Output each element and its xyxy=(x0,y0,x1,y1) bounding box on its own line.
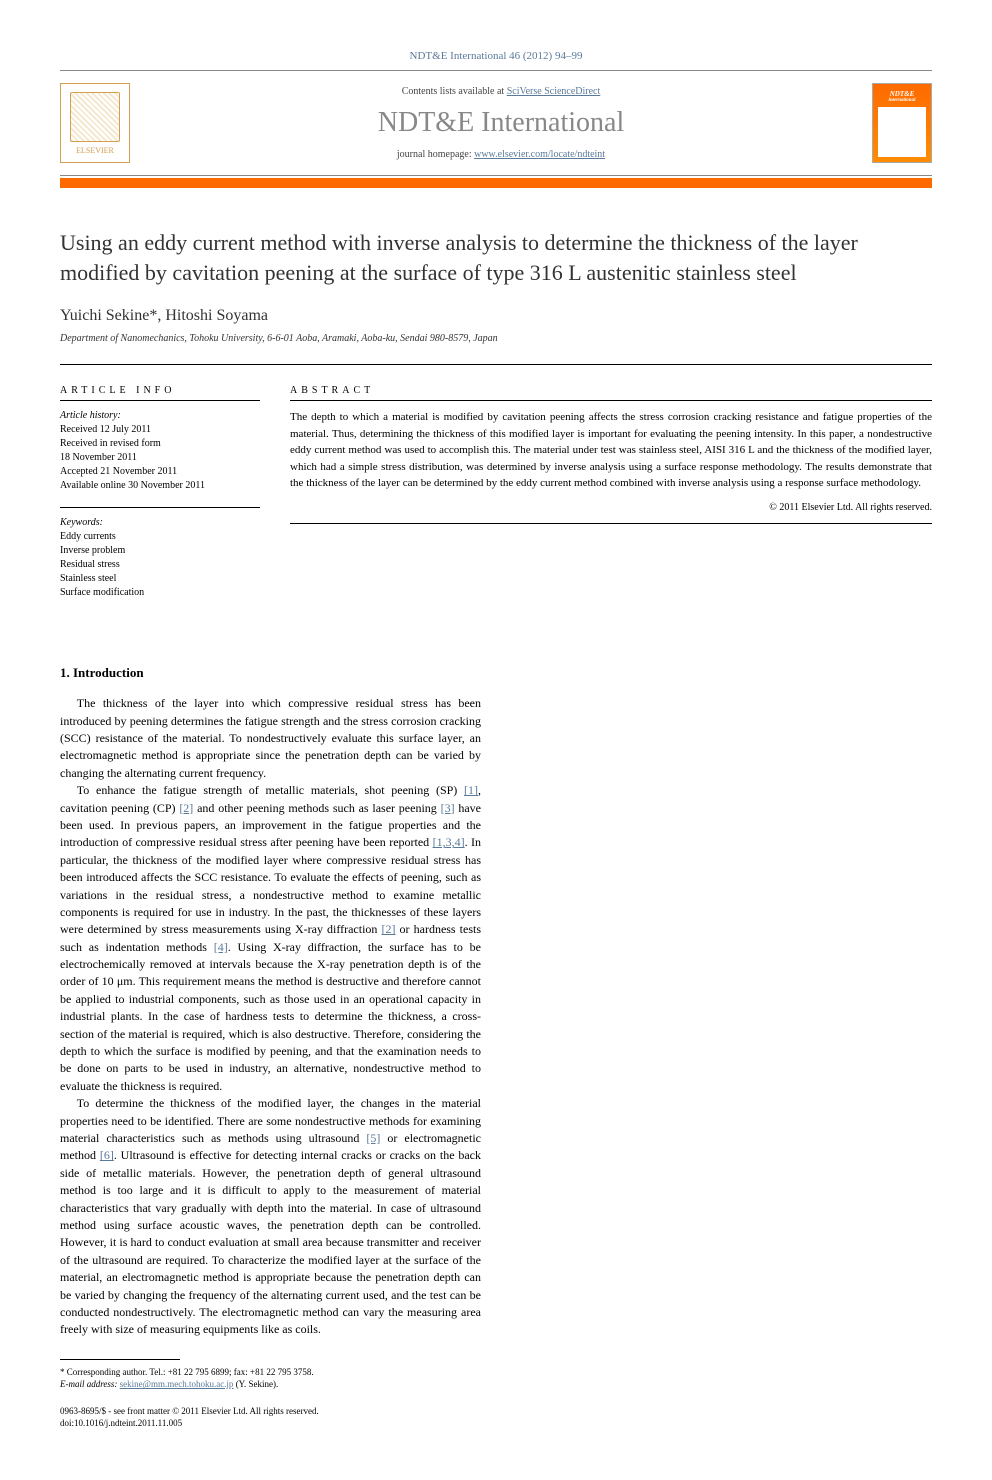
section-heading: 1. Introduction xyxy=(60,664,481,683)
citation-link[interactable]: [2] xyxy=(179,801,193,815)
body-text: 1. Introduction The thickness of the lay… xyxy=(60,664,932,1338)
affiliation: Department of Nanomechanics, Tohoku Univ… xyxy=(60,333,932,344)
footnotes: * Corresponding author. Tel.: +81 22 795… xyxy=(60,1366,932,1391)
history-label: Article history: xyxy=(60,409,260,423)
homepage-link[interactable]: www.elsevier.com/locate/ndteint xyxy=(474,149,605,160)
abstract-col: ABSTRACT The depth to which a material i… xyxy=(290,385,932,614)
corresponding-author-note: * Corresponding author. Tel.: +81 22 795… xyxy=(60,1366,932,1379)
email-line: E-mail address: sekine@mm.mech.tohoku.ac… xyxy=(60,1378,932,1391)
text-run: The thickness of the layer into which co… xyxy=(60,696,481,780)
abstract-heading: ABSTRACT xyxy=(290,385,932,396)
citation-link[interactable]: [6] xyxy=(100,1148,114,1162)
text-run: . Ultrasound is effective for detecting … xyxy=(60,1148,481,1336)
citation-link[interactable]: [2] xyxy=(382,922,396,936)
citation-link[interactable]: [4] xyxy=(214,940,228,954)
citation-link[interactable]: [1] xyxy=(464,783,478,797)
abstract-text: The depth to which a material is modifie… xyxy=(290,409,932,492)
paragraph: To enhance the fatigue strength of metal… xyxy=(60,782,481,1095)
journal-cover-thumb: NDT&E international xyxy=(872,83,932,163)
info-rule xyxy=(60,400,260,401)
cover-subtitle: international xyxy=(889,98,916,103)
masthead-center: Contents lists available at SciVerse Sci… xyxy=(150,86,852,160)
citation-header: NDT&E International 46 (2012) 94–99 xyxy=(60,50,932,62)
orange-accent-bar xyxy=(60,178,932,188)
authors: Yuichi Sekine*, Hitoshi Soyama xyxy=(60,307,932,325)
author-email-link[interactable]: sekine@mm.mech.tohoku.ac.jp xyxy=(120,1379,234,1389)
history-block: Article history: Received 12 July 2011 R… xyxy=(60,409,260,493)
abstract-rule xyxy=(290,400,932,401)
keywords-label: Keywords: xyxy=(60,516,260,530)
issn-line: 0963-8695/$ - see front matter © 2011 El… xyxy=(60,1405,932,1418)
cover-inner xyxy=(878,107,926,157)
keywords-block: Keywords: Eddy currents Inverse problem … xyxy=(60,516,260,600)
keyword: Residual stress xyxy=(60,558,260,572)
footnote-rule xyxy=(60,1359,180,1360)
journal-name: NDT&E International xyxy=(150,107,852,139)
revised-label: Received in revised form xyxy=(60,437,260,451)
email-label: E-mail address: xyxy=(60,1379,120,1389)
meta-abstract-row: ARTICLE INFO Article history: Received 1… xyxy=(60,385,932,614)
received-date: Received 12 July 2011 xyxy=(60,423,260,437)
online-date: Available online 30 November 2011 xyxy=(60,479,260,493)
info-heading: ARTICLE INFO xyxy=(60,385,260,396)
scidirect-link[interactable]: SciVerse ScienceDirect xyxy=(507,86,601,97)
text-run: This requirement means the method is des… xyxy=(60,974,481,1092)
revised-date: 18 November 2011 xyxy=(60,451,260,465)
footer-meta: 0963-8695/$ - see front matter © 2011 El… xyxy=(60,1405,932,1430)
publisher-logo: ELSEVIER xyxy=(60,83,130,163)
article-info-col: ARTICLE INFO Article history: Received 1… xyxy=(60,385,260,614)
elsevier-tree-icon xyxy=(70,92,120,142)
keyword: Stainless steel xyxy=(60,572,260,586)
keyword: Eddy currents xyxy=(60,530,260,544)
keyword: Surface modification xyxy=(60,586,260,600)
accepted-date: Accepted 21 November 2011 xyxy=(60,465,260,479)
homepage-line: journal homepage: www.elsevier.com/locat… xyxy=(150,149,852,160)
citation-link[interactable]: [1,3,4] xyxy=(433,835,465,849)
keyword: Inverse problem xyxy=(60,544,260,558)
homepage-prefix: journal homepage: xyxy=(397,149,474,160)
doi-line: doi:10.1016/j.ndteint.2011.11.005 xyxy=(60,1417,932,1430)
paragraph: To determine the thickness of the modifi… xyxy=(60,1095,481,1338)
masthead: ELSEVIER Contents lists available at Sci… xyxy=(60,70,932,176)
email-suffix: (Y. Sekine). xyxy=(233,1379,278,1389)
abstract-copyright: © 2011 Elsevier Ltd. All rights reserved… xyxy=(290,502,932,513)
text-run: To enhance the fatigue strength of metal… xyxy=(77,783,464,797)
text-run: and other peening methods such as laser … xyxy=(193,801,440,815)
citation-link[interactable]: [3] xyxy=(441,801,455,815)
citation-link[interactable]: [5] xyxy=(366,1131,380,1145)
contents-line: Contents lists available at SciVerse Sci… xyxy=(150,86,852,97)
author-rule xyxy=(60,364,932,365)
abstract-bottom-rule xyxy=(290,523,932,524)
contents-prefix: Contents lists available at xyxy=(402,86,507,97)
cover-title: NDT&E xyxy=(890,90,915,98)
publisher-name: ELSEVIER xyxy=(76,146,114,155)
article-title: Using an eddy current method with invers… xyxy=(60,228,932,287)
keywords-rule xyxy=(60,507,260,508)
paragraph: The thickness of the layer into which co… xyxy=(60,695,481,782)
